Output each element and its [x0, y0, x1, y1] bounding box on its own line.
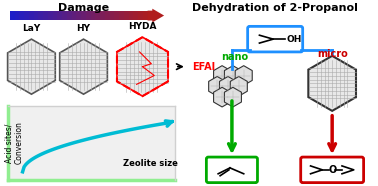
FancyArrow shape — [48, 11, 53, 20]
Polygon shape — [8, 39, 55, 94]
Text: Zeolite size: Zeolite size — [123, 159, 178, 168]
Polygon shape — [308, 56, 356, 111]
FancyArrow shape — [29, 11, 34, 20]
FancyBboxPatch shape — [206, 157, 257, 183]
FancyArrow shape — [43, 11, 48, 20]
FancyArrow shape — [53, 11, 57, 20]
Polygon shape — [60, 39, 107, 94]
FancyArrow shape — [147, 9, 164, 23]
Polygon shape — [214, 66, 231, 85]
FancyArrow shape — [86, 11, 91, 20]
FancyArrow shape — [100, 11, 105, 20]
FancyArrow shape — [57, 11, 62, 20]
FancyArrow shape — [67, 11, 71, 20]
Polygon shape — [214, 87, 231, 107]
Polygon shape — [220, 76, 237, 96]
FancyBboxPatch shape — [301, 157, 364, 183]
Text: micro: micro — [317, 49, 347, 59]
FancyArrow shape — [114, 11, 119, 20]
FancyArrow shape — [76, 11, 81, 20]
FancyArrow shape — [34, 11, 38, 20]
Text: Dehydration of 2-Propanol: Dehydration of 2-Propanol — [192, 3, 358, 13]
Polygon shape — [117, 37, 168, 96]
Text: Acid sites/
Conversion: Acid sites/ Conversion — [4, 121, 23, 164]
FancyArrow shape — [15, 11, 19, 20]
Text: Damage: Damage — [58, 3, 109, 13]
FancyArrow shape — [91, 11, 95, 20]
FancyArrow shape — [138, 11, 143, 20]
FancyArrow shape — [71, 11, 76, 20]
Text: O: O — [328, 165, 336, 175]
Polygon shape — [235, 66, 252, 85]
Text: OH: OH — [287, 35, 302, 44]
Polygon shape — [225, 66, 242, 85]
FancyArrow shape — [10, 11, 15, 20]
FancyArrow shape — [81, 11, 86, 20]
FancyBboxPatch shape — [8, 106, 175, 180]
Text: HYDA: HYDA — [128, 22, 157, 31]
FancyArrow shape — [24, 11, 29, 20]
Polygon shape — [209, 76, 226, 96]
Text: nano: nano — [221, 52, 248, 62]
FancyArrow shape — [143, 11, 147, 20]
FancyBboxPatch shape — [248, 26, 303, 52]
FancyArrow shape — [129, 11, 133, 20]
FancyArrow shape — [62, 11, 67, 20]
FancyArrow shape — [110, 11, 114, 20]
Polygon shape — [230, 76, 247, 96]
FancyArrow shape — [95, 11, 100, 20]
Text: LaY: LaY — [22, 24, 40, 33]
Text: EFAl: EFAl — [192, 62, 215, 72]
FancyArrow shape — [19, 11, 24, 20]
Polygon shape — [225, 87, 242, 107]
FancyArrow shape — [38, 11, 43, 20]
FancyArrow shape — [124, 11, 129, 20]
FancyArrow shape — [119, 11, 124, 20]
FancyArrow shape — [105, 11, 110, 20]
FancyArrow shape — [133, 11, 138, 20]
Text: HY: HY — [76, 24, 91, 33]
